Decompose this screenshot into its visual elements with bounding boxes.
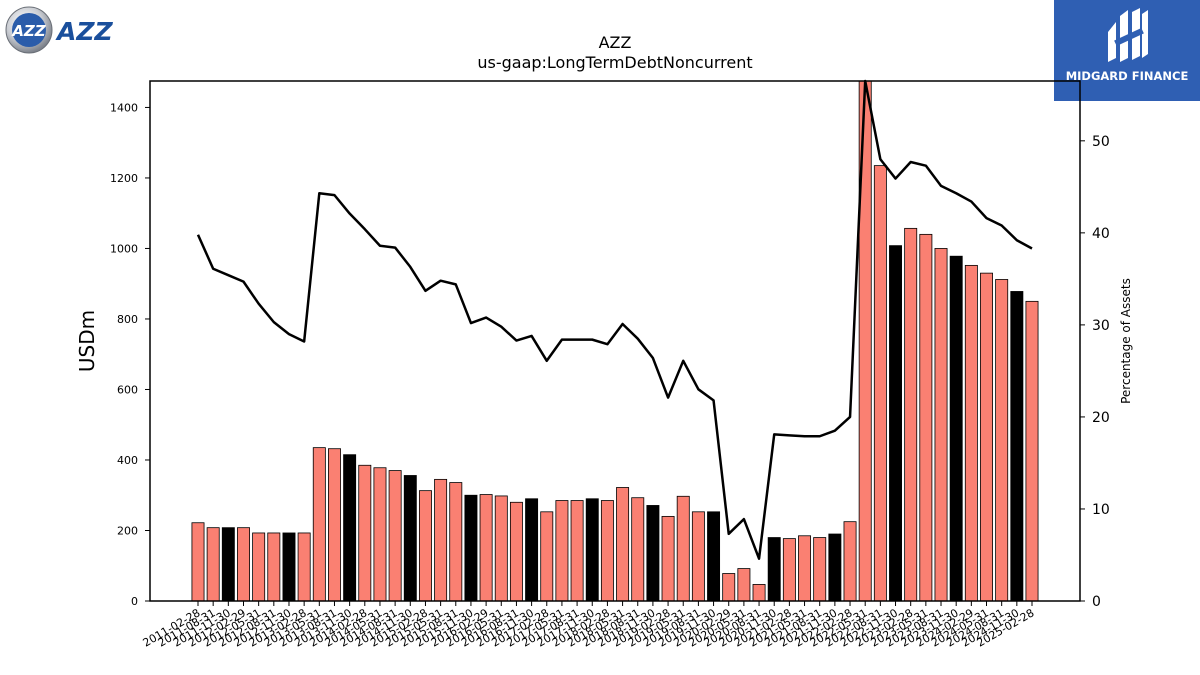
bar — [919, 233, 933, 602]
y-tick-label: 1000 — [110, 242, 138, 255]
y2-tick-label: 40 — [1092, 226, 1110, 242]
left-axis-ticks: 0 200 400 600 800 1000 1200 1400 — [110, 101, 150, 608]
bar — [555, 500, 569, 602]
y-tick-label: 400 — [117, 454, 138, 467]
bar — [616, 487, 630, 602]
bar — [995, 279, 1009, 602]
chart-title: AZZ — [599, 33, 632, 52]
bar — [403, 475, 417, 602]
bar — [646, 505, 660, 602]
bar — [328, 448, 341, 602]
bar — [1010, 291, 1024, 602]
bar — [388, 470, 402, 602]
bar — [631, 497, 645, 602]
bar — [312, 447, 326, 602]
axes — [149, 80, 1081, 602]
bar — [889, 245, 902, 602]
svg-text:AZZ: AZZ — [11, 22, 46, 40]
bar — [828, 533, 842, 602]
bar — [343, 454, 357, 602]
bar — [813, 537, 827, 602]
bar — [434, 478, 448, 602]
y-tick-label: 0 — [131, 595, 138, 608]
bar — [267, 532, 281, 602]
bar — [600, 500, 614, 602]
y2-axis-label: Percentage of Assets — [1119, 278, 1133, 404]
plot-frame — [149, 80, 1081, 602]
y2-tick-label: 50 — [1092, 134, 1110, 150]
y-tick-label: 800 — [117, 313, 138, 326]
bar — [297, 532, 311, 602]
y2-tick-label: 10 — [1092, 502, 1110, 518]
right-axis-ticks: 0 10 20 30 40 50 — [1080, 134, 1110, 610]
bar — [752, 584, 766, 602]
x-axis-ticks: 2011-02-282011-08-312011-11-302012-02-29… — [141, 601, 1037, 650]
bar — [949, 255, 963, 602]
bar — [509, 501, 523, 602]
bar — [373, 467, 387, 602]
bar — [585, 498, 599, 602]
bar — [676, 495, 690, 602]
y2-tick-label: 20 — [1092, 410, 1110, 426]
bar — [1025, 300, 1039, 602]
y-tick-label: 600 — [117, 383, 138, 396]
azz-logo-text: AZZ — [55, 17, 113, 46]
bar — [191, 522, 205, 602]
y-tick-label: 1200 — [110, 172, 138, 185]
bar — [540, 511, 554, 602]
bar — [737, 568, 751, 602]
bar — [525, 498, 539, 602]
bar — [980, 272, 993, 602]
y2-tick-label: 0 — [1092, 594, 1101, 610]
y-tick-label: 200 — [117, 524, 138, 537]
bar — [358, 464, 372, 602]
bar — [964, 264, 978, 602]
bar — [221, 527, 235, 602]
bar — [691, 511, 705, 602]
bar — [418, 490, 432, 602]
bar — [843, 521, 857, 602]
bar — [767, 537, 781, 602]
bar — [464, 494, 478, 602]
bar — [873, 165, 887, 602]
bar — [904, 227, 918, 602]
y-axis-label: USDm — [75, 310, 99, 372]
bar — [494, 495, 508, 602]
midgard-logo-text: MIDGARD FINANCE — [1065, 69, 1189, 83]
y2-tick-label: 30 — [1092, 318, 1110, 334]
bar-series — [191, 80, 1039, 602]
azz-logo: AZZ AZZ — [5, 5, 135, 55]
bar — [798, 535, 812, 602]
bar — [237, 527, 250, 602]
bar — [570, 500, 584, 602]
bar — [782, 538, 796, 602]
bar — [707, 511, 721, 602]
bar — [282, 532, 296, 602]
bar — [206, 527, 220, 602]
bar — [722, 573, 736, 602]
chart-subtitle: us-gaap:LongTermDebtNoncurrent — [477, 53, 752, 72]
bar — [449, 482, 463, 602]
percentage-line — [196, 79, 1033, 560]
midgard-finance-logo: MIDGARD FINANCE — [1054, 0, 1200, 101]
bar — [661, 515, 675, 602]
line-series — [196, 79, 1033, 560]
bar — [934, 248, 948, 602]
bar — [252, 532, 266, 602]
bar — [479, 494, 493, 602]
y-tick-label: 1400 — [110, 101, 138, 114]
